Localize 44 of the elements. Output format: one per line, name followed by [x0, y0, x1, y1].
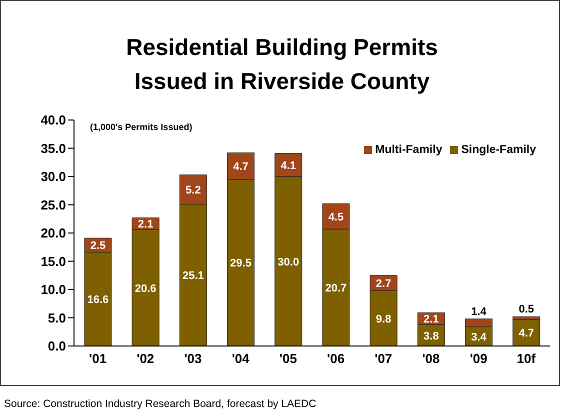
chart-title: Residential Building Permits Issued in Riverside County — [125, 33, 439, 96]
x-tick-label: '06 — [327, 351, 345, 366]
data-label: 25.1 — [182, 270, 204, 282]
data-label: 16.6 — [87, 294, 109, 306]
data-label: 2.1 — [138, 218, 154, 231]
legend-label: Single-Family — [460, 144, 536, 156]
data-label: 4.7 — [233, 161, 248, 174]
x-tick-label: '08 — [422, 351, 440, 366]
data-label: 9.8 — [376, 313, 392, 326]
y-axis-title: (1,000's Permits Issued) — [90, 122, 192, 132]
x-tick-label: '09 — [470, 351, 488, 366]
data-label: 20.7 — [325, 282, 347, 295]
y-tick-label: 25.0 — [40, 197, 66, 212]
data-label: 30.0 — [278, 256, 300, 268]
x-tick-label: '04 — [232, 351, 250, 366]
data-label: 4.1 — [280, 160, 296, 172]
data-label: 4.7 — [518, 328, 534, 340]
data-label: 4.5 — [328, 211, 344, 224]
x-tick-label: '07 — [374, 351, 392, 366]
data-label: 5.2 — [186, 184, 201, 196]
data-label: 1.4 — [471, 306, 488, 318]
x-tick-label: '02 — [136, 351, 154, 366]
y-tick-label: 30.0 — [40, 169, 66, 184]
data-label: 2.1 — [424, 314, 439, 326]
legend-label: Multi-Family — [374, 144, 442, 156]
y-tick-label: 35.0 — [40, 140, 66, 156]
data-label: 20.6 — [134, 282, 156, 295]
data-label: 29.5 — [230, 258, 252, 270]
y-tick-label: 0.0 — [48, 338, 66, 354]
y-tick-label: 40.0 — [40, 112, 66, 128]
source-note: Source: Construction Industry Research Board, forecast by LAEDC — [4, 398, 316, 410]
data-label: 0.5 — [518, 304, 534, 316]
data-label: 2.7 — [376, 278, 392, 290]
x-tick-label: 10f — [516, 351, 536, 366]
y-tick-label: 10.0 — [40, 282, 66, 298]
x-tick-label: '03 — [184, 351, 202, 366]
y-tick-label: 20.0 — [40, 226, 66, 241]
y-tick-label: 15.0 — [40, 254, 66, 269]
data-label: 3.4 — [471, 331, 488, 344]
x-tick-label: '05 — [279, 351, 297, 366]
x-tick-label: '01 — [89, 351, 107, 366]
y-tick-label: 5.0 — [48, 310, 66, 326]
data-label: 3.8 — [424, 330, 439, 342]
data-label: 2.5 — [90, 240, 106, 252]
